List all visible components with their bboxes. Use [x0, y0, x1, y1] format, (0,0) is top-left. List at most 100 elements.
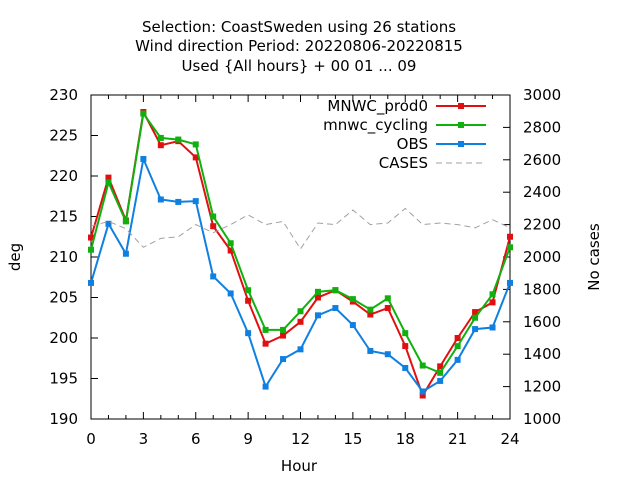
- y-axis-right: 1000 1200 1400 1600 1800 2000 2200 2400 2600 2800…: [503, 86, 561, 428]
- data-point-mnwc-cycling: [88, 246, 94, 253]
- data-point-mnwc-prod0: [280, 332, 287, 339]
- data-point-obs: [88, 279, 94, 286]
- chart-title: Selection: CoastSweden using 26 stations…: [135, 18, 463, 75]
- x-tick-label: 6: [191, 430, 201, 448]
- data-point-mnwc-cycling: [472, 314, 479, 321]
- x-axis-label: Hour: [281, 457, 318, 475]
- data-point-obs: [314, 312, 321, 319]
- data-point-mnwc-prod0: [454, 335, 461, 341]
- y2-tick-label: 1200: [523, 378, 561, 396]
- legend-label: OBS: [397, 135, 428, 153]
- y2-tick-label: 2200: [523, 216, 561, 234]
- data-point-obs: [280, 356, 287, 363]
- y-axis-label: deg: [6, 243, 24, 271]
- x-tick-label: 0: [86, 430, 96, 448]
- data-point-mnwc-cycling: [105, 179, 112, 186]
- data-point-mnwc-cycling: [245, 287, 252, 294]
- data-point-obs: [402, 364, 409, 371]
- y2-tick-label: 1400: [523, 345, 561, 363]
- x-tick-label: 12: [291, 430, 310, 448]
- data-point-obs: [349, 322, 356, 329]
- data-point-mnwc-cycling: [507, 244, 513, 251]
- series-line-mnwc-prod0: [90, 108, 511, 398]
- data-point-mnwc-cycling: [210, 213, 217, 220]
- data-point-mnwc-prod0: [402, 343, 409, 350]
- y-tick-label: 200: [49, 329, 78, 347]
- data-point-mnwc-cycling: [175, 136, 182, 143]
- x-tick-label: 9: [243, 430, 253, 448]
- series-line-mnwc-cycling: [90, 111, 511, 375]
- legend-label: CASES: [379, 154, 428, 172]
- y2-tick-label: 2400: [523, 183, 561, 201]
- data-point-mnwc-cycling: [402, 330, 409, 337]
- chart-title-line-3: Used {All hours} + 00 01 ... 09: [182, 57, 417, 75]
- y2-tick-label: 1600: [523, 313, 561, 331]
- data-point-mnwc-prod0: [367, 311, 374, 318]
- data-point-obs: [227, 290, 234, 297]
- y-tick-label: 220: [49, 167, 78, 185]
- y2-axis-label: No cases: [585, 223, 603, 291]
- data-point-mnwc-cycling: [280, 326, 287, 333]
- data-point-mnwc-cycling: [157, 134, 164, 141]
- data-point-obs: [332, 305, 339, 312]
- data-point-obs: [157, 196, 164, 203]
- x-tick-label: 3: [139, 430, 149, 448]
- legend-marker: [458, 141, 464, 147]
- y-tick-label: 205: [49, 289, 78, 307]
- data-point-mnwc-prod0: [314, 294, 321, 301]
- y-tick-label: 210: [49, 248, 78, 266]
- legend-label: mnwc_cycling: [323, 116, 428, 135]
- data-point-obs: [507, 279, 513, 286]
- y2-tick-label: 3000: [523, 86, 561, 104]
- chart-title-line-2: Wind direction Period: 20220806-20220815: [135, 37, 463, 55]
- data-point-mnwc-cycling: [454, 343, 461, 350]
- legend-marker: [458, 103, 464, 109]
- data-point-mnwc-prod0: [489, 299, 496, 306]
- data-point-mnwc-cycling: [384, 295, 391, 302]
- x-tick-label: 21: [448, 430, 467, 448]
- data-point-obs: [489, 324, 496, 331]
- data-point-mnwc-cycling: [122, 218, 129, 225]
- data-point-mnwc-cycling: [419, 362, 426, 369]
- data-point-obs: [192, 198, 199, 205]
- chart-title-line-1: Selection: CoastSweden using 26 stations: [142, 18, 456, 36]
- y-tick-label: 195: [49, 370, 78, 388]
- data-point-mnwc-prod0: [105, 174, 112, 181]
- data-point-obs: [122, 250, 129, 257]
- y-tick-label: 190: [49, 410, 78, 428]
- data-point-mnwc-prod0: [245, 297, 252, 304]
- data-point-obs: [210, 273, 217, 280]
- y-tick-label: 225: [49, 127, 78, 145]
- series-line-cases: [90, 207, 511, 250]
- data-point-obs: [384, 351, 391, 358]
- data-point-mnwc-prod0: [210, 223, 217, 230]
- data-point-obs: [367, 347, 374, 354]
- data-point-obs: [175, 198, 182, 205]
- legend-marker: [458, 122, 464, 128]
- y2-tick-label: 2800: [523, 118, 561, 136]
- data-point-mnwc-cycling: [192, 141, 199, 148]
- data-point-mnwc-cycling: [332, 287, 339, 294]
- data-point-mnwc-prod0: [262, 340, 269, 347]
- data-point-obs: [105, 220, 112, 227]
- data-point-mnwc-prod0: [507, 233, 513, 240]
- legend-label: MNWC_prod0: [327, 97, 428, 116]
- data-point-mnwc-prod0: [297, 318, 304, 325]
- data-point-obs: [245, 330, 252, 337]
- data-point-mnwc-prod0: [384, 305, 391, 312]
- x-axis: 0 3 6 9 12 15 18 21 24: [86, 95, 520, 448]
- data-point-mnwc-prod0: [437, 363, 444, 370]
- data-point-obs: [454, 356, 461, 363]
- data-point-mnwc-prod0: [227, 247, 234, 254]
- data-point-mnwc-prod0: [157, 142, 164, 149]
- x-tick-label: 18: [396, 430, 415, 448]
- data-point-mnwc-cycling: [297, 308, 304, 315]
- data-point-mnwc-cycling: [489, 291, 496, 298]
- data-point-mnwc-cycling: [140, 110, 147, 117]
- data-point-mnwc-cycling: [227, 240, 234, 247]
- y-axis-left: 190 195 200 205 210 215 220 225 230: [49, 86, 98, 428]
- series-layer: [88, 108, 513, 399]
- data-point-mnwc-prod0: [88, 234, 94, 241]
